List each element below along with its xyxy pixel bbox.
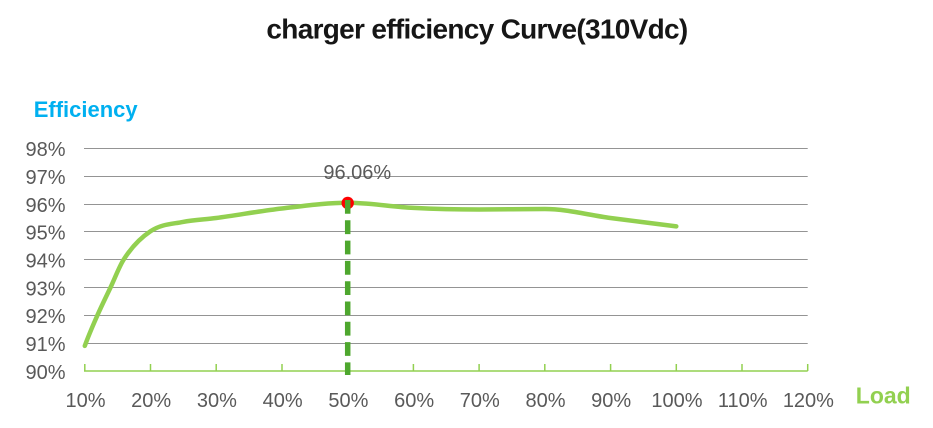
- svg-text:40%: 40%: [263, 390, 303, 412]
- svg-text:96%: 96%: [25, 195, 65, 217]
- svg-text:110%: 110%: [718, 390, 768, 412]
- svg-text:95%: 95%: [25, 223, 65, 245]
- svg-text:20%: 20%: [131, 390, 171, 412]
- svg-text:93%: 93%: [25, 278, 65, 300]
- svg-text:90%: 90%: [25, 362, 65, 384]
- svg-text:charger efficiency Curve(310Vd: charger efficiency Curve(310Vdc): [266, 14, 687, 45]
- svg-text:97%: 97%: [25, 167, 65, 189]
- svg-text:91%: 91%: [25, 334, 65, 356]
- svg-text:70%: 70%: [460, 390, 500, 412]
- svg-text:90%: 90%: [591, 390, 631, 412]
- svg-text:50%: 50%: [328, 390, 368, 412]
- svg-text:10%: 10%: [65, 390, 105, 412]
- svg-text:96.06%: 96.06%: [323, 162, 391, 184]
- svg-text:94%: 94%: [25, 251, 65, 273]
- svg-text:Load: Load: [856, 383, 911, 409]
- svg-text:100%: 100%: [651, 390, 702, 412]
- svg-text:80%: 80%: [525, 390, 565, 412]
- svg-text:60%: 60%: [394, 390, 434, 412]
- svg-text:98%: 98%: [25, 139, 65, 161]
- svg-text:120%: 120%: [783, 390, 834, 412]
- svg-text:Efficiency: Efficiency: [34, 97, 139, 122]
- svg-text:30%: 30%: [197, 390, 237, 412]
- svg-text:92%: 92%: [25, 306, 65, 328]
